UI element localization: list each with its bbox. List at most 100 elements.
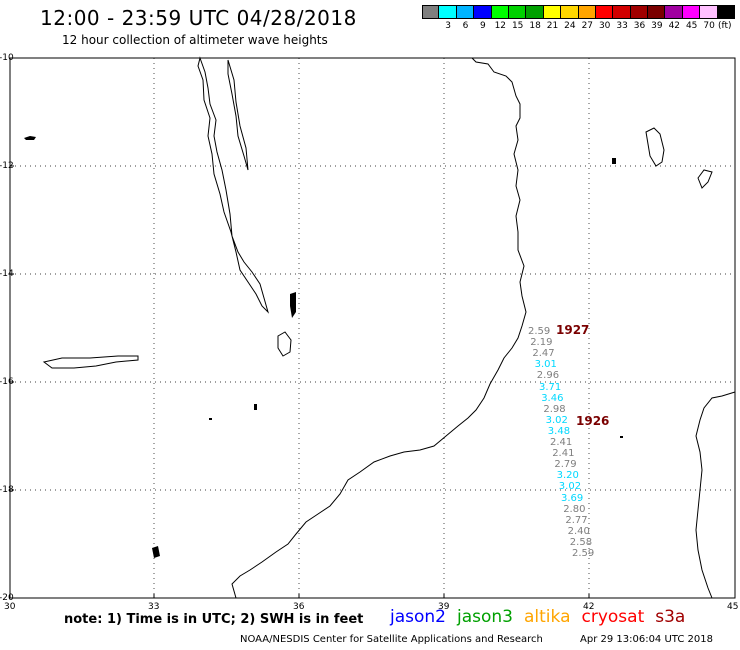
legend-label: 36 [633, 21, 646, 31]
legend-label: 24 [564, 21, 576, 31]
legend-swatch [613, 5, 631, 19]
color-legend: 3 6 9 12 15 18 21 24 27 30 33 36 39 42 45 70 (ft) [422, 5, 736, 31]
lat-label: -12 [0, 161, 14, 171]
legend-label: 42 [668, 21, 681, 31]
legend-swatch [630, 5, 649, 19]
legend-label: 3 [445, 21, 451, 31]
lon-label: 39 [438, 602, 450, 612]
legend-swatches [422, 5, 736, 19]
lat-label: -10 [0, 53, 14, 63]
swh-value: 3.69 [561, 492, 584, 504]
lat-label: -16 [0, 377, 14, 387]
lat-label: -14 [0, 269, 14, 279]
legend-swatch [422, 5, 440, 19]
swh-value: 2.58 [569, 536, 593, 548]
lon-label: 45 [727, 602, 739, 612]
legend-swatch [578, 5, 596, 19]
lon-label: 42 [583, 602, 595, 612]
legend-swatch [561, 5, 579, 19]
legend-swatch [508, 5, 527, 19]
swh-value: 2.41 [550, 437, 573, 448]
legend-swatch [439, 5, 457, 19]
legend-label: 21 [546, 21, 559, 31]
legend-label: 12 [494, 21, 507, 31]
legend-label: 39 [651, 21, 663, 31]
swh-value: 2.59 [572, 548, 595, 559]
map-title: 12:00 - 23:59 UTC 04/28/2018 [40, 6, 357, 30]
legend-swatch [456, 5, 475, 19]
swh-value: 3.01 [534, 359, 557, 371]
swh-value: 2.59 [528, 326, 551, 337]
mission-s3a: s3a [655, 607, 686, 627]
legend-swatch [526, 5, 544, 19]
islet [209, 418, 212, 420]
lat-label: -18 [0, 485, 14, 495]
legend-labels: 3 6 9 12 15 18 21 24 27 30 33 36 39 42 45 70 [422, 19, 735, 31]
small-lake [277, 331, 292, 357]
islet [152, 546, 160, 558]
cycle-label: 1926 [576, 414, 610, 428]
legend-label: 6 [462, 21, 469, 31]
generated-timestamp: Apr 29 13:06:04 UTC 2018 [580, 634, 713, 645]
axis-ticks [10, 165, 590, 598]
swh-value: 2.41 [552, 448, 575, 460]
islet [620, 436, 623, 438]
swh-value: 2.19 [530, 337, 553, 349]
legend-swatch [700, 5, 718, 19]
swh-value: 3.20 [556, 470, 579, 482]
swh-value: 2.40 [567, 525, 590, 537]
legend-swatch [648, 5, 666, 19]
swh-value: 2.77 [565, 514, 588, 526]
swh-value: 3.46 [541, 392, 564, 404]
coastline-africa [231, 57, 527, 599]
swh-value: 2.47 [532, 348, 555, 360]
legend-label: 30 [598, 21, 611, 31]
swh-value: 3.02 [545, 414, 568, 426]
map-subtitle: 12 hour collection of altimeter wave hei… [62, 33, 328, 47]
islet [290, 292, 296, 318]
lake-outline [197, 56, 270, 314]
islet [24, 136, 36, 140]
graticule [10, 58, 735, 598]
footer-note: note: 1) Time is in UTC; 2) SWH is in fe… [64, 612, 364, 627]
swh-value: 2.96 [536, 370, 560, 382]
swh-value: 2.80 [563, 503, 586, 515]
coastline-madagascar [695, 391, 736, 599]
legend-swatch [595, 5, 614, 19]
legend-swatch [543, 5, 562, 19]
lat-label: -20 [0, 593, 14, 603]
islet [612, 158, 616, 164]
mission-jason3: jason3 [457, 607, 513, 627]
credit-line: NOAA/NESDIS Center for Satellite Applica… [240, 634, 543, 645]
swh-value: 3.02 [558, 481, 582, 493]
legend-swatch [665, 5, 683, 19]
island-comoros [645, 127, 665, 167]
mission-cryosat: cryosat [581, 607, 645, 627]
mission-legend: jason2 jason3 altika cryosat s3a [390, 607, 696, 627]
swh-value: 3.48 [547, 425, 571, 437]
lon-label: 33 [148, 602, 160, 612]
legend-swatch [682, 5, 701, 19]
legend-label: 9 [480, 21, 486, 31]
mission-jason2: jason2 [390, 607, 446, 627]
island-comoros [697, 169, 713, 189]
cycle-label: 1927 [556, 323, 590, 337]
legend-label: 27 [581, 21, 594, 31]
legend-swatch [491, 5, 509, 19]
islet [254, 404, 257, 410]
legend-label: 70 [703, 21, 715, 31]
legend-unit: (ft) [718, 21, 732, 31]
swh-value: 3.71 [539, 381, 562, 393]
legend-label: 15 [511, 21, 524, 31]
legend-label: 33 [616, 21, 628, 31]
mission-altika: altika [524, 607, 571, 627]
lon-label: 36 [293, 602, 305, 612]
legend-label: 45 [685, 21, 698, 31]
lake-bangweulu [42, 355, 139, 369]
swh-value: 2.79 [554, 459, 577, 471]
map-frame [9, 57, 736, 599]
legend-swatch [474, 5, 492, 19]
lon-label: 30 [4, 602, 16, 612]
legend-swatch [717, 5, 736, 19]
